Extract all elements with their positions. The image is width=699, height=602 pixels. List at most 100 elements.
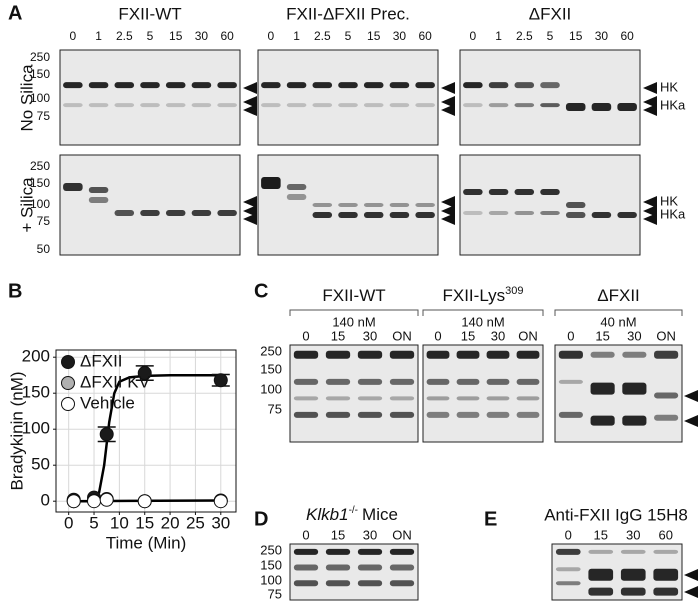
band <box>415 103 435 108</box>
time-label: 60 <box>418 29 432 43</box>
mw-label: 100 <box>260 572 282 587</box>
band <box>293 396 319 401</box>
time-label: 15 <box>461 328 475 343</box>
band <box>590 351 615 358</box>
arrowhead <box>243 196 257 208</box>
time-label: 30 <box>595 29 609 43</box>
band <box>63 183 83 191</box>
band <box>357 350 383 359</box>
band <box>565 202 586 208</box>
band <box>514 82 535 89</box>
band <box>191 103 212 108</box>
band <box>363 103 384 108</box>
time-label: 15 <box>331 328 345 343</box>
time-label: ON <box>392 328 412 343</box>
blot <box>289 344 419 443</box>
panel-title: Anti-FXII IgG 15H8 <box>544 505 688 524</box>
band <box>488 189 509 195</box>
band <box>389 411 415 418</box>
time-label: 15 <box>569 29 583 43</box>
band <box>389 203 410 207</box>
band <box>363 212 384 218</box>
band <box>653 587 679 596</box>
band <box>114 103 135 108</box>
band <box>293 580 319 587</box>
band <box>654 392 679 399</box>
band <box>312 103 333 108</box>
x-tick-label: 10 <box>110 513 129 532</box>
y-axis-label: Bradykinin (nM) <box>7 371 26 490</box>
band <box>617 103 637 111</box>
blot <box>257 154 439 256</box>
band <box>140 82 160 89</box>
time-label: 15 <box>595 328 609 343</box>
group-title-text: ΔFXII <box>597 286 640 305</box>
blot <box>59 49 241 146</box>
bracket <box>289 309 419 316</box>
blot-title: FXII-WT <box>118 4 181 23</box>
band <box>514 211 535 215</box>
band <box>456 411 480 418</box>
band <box>165 103 186 108</box>
band <box>555 581 581 586</box>
time-label: 30 <box>626 527 640 542</box>
band <box>456 378 480 385</box>
time-label: 2.5 <box>516 29 533 43</box>
band <box>63 103 83 108</box>
band <box>486 378 510 385</box>
band <box>486 350 510 359</box>
panel-label: B <box>8 280 22 302</box>
data-point <box>213 373 228 388</box>
arrowhead <box>441 213 455 225</box>
band <box>591 103 612 111</box>
band <box>217 103 237 108</box>
time-label: 60 <box>620 29 634 43</box>
band <box>293 350 319 359</box>
band <box>426 378 450 385</box>
time-label: 5 <box>345 29 352 43</box>
time-label: ON <box>518 328 538 343</box>
time-label: 15 <box>367 29 381 43</box>
arrowhead <box>684 415 698 427</box>
concentration: 40 nM <box>600 314 636 329</box>
panel-label: D <box>254 508 268 530</box>
band <box>357 564 383 571</box>
arrowhead <box>643 205 657 217</box>
band <box>217 210 237 216</box>
band <box>325 411 351 418</box>
band <box>588 549 614 554</box>
band <box>426 396 450 401</box>
x-tick-label: 0 <box>64 513 73 532</box>
panel-title: Klkb1-/- Mice <box>306 505 398 524</box>
band <box>114 210 135 216</box>
mw-label: 150 <box>260 557 282 572</box>
band <box>456 396 480 401</box>
mw-label: 250 <box>30 159 50 173</box>
band <box>389 378 415 385</box>
arrowhead <box>643 96 657 109</box>
band <box>63 82 83 89</box>
time-label: 15 <box>331 527 345 542</box>
band <box>140 103 160 108</box>
x-tick-label: 15 <box>135 513 154 532</box>
time-label: ON <box>392 527 412 542</box>
band <box>591 212 612 218</box>
blot <box>59 154 241 256</box>
band <box>463 82 483 89</box>
band <box>338 103 358 108</box>
band <box>565 212 586 218</box>
plot-frame <box>55 349 237 513</box>
band <box>338 203 358 207</box>
time-label: 60 <box>659 527 673 542</box>
band <box>312 212 333 218</box>
blot-title: FXII-ΔFXII Prec. <box>286 4 410 23</box>
band <box>88 103 109 108</box>
legend-label: ΔFXII KV <box>80 372 151 391</box>
group-title: FXII-Lys309 <box>442 285 523 306</box>
band <box>357 411 383 418</box>
band <box>114 82 135 89</box>
legend-label: ΔFXII <box>80 351 123 370</box>
time-label: 0 <box>268 29 275 43</box>
band <box>620 587 646 596</box>
x-axis-label: Time (Min) <box>106 533 187 552</box>
